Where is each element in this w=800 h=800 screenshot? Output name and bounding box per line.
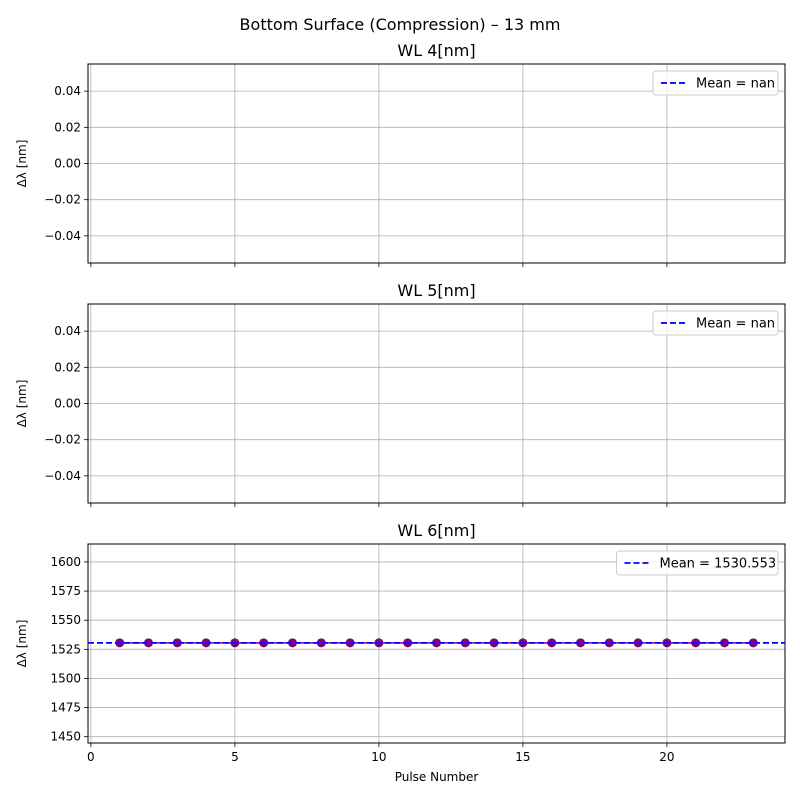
x-tick-label: 5: [231, 750, 239, 764]
subplot-title: WL 4[nm]: [397, 41, 475, 60]
y-tick-label: −0.02: [44, 193, 81, 207]
legend: Mean = nan: [652, 310, 779, 336]
legend-label: Mean = 1530.553: [660, 557, 777, 572]
x-tick-label: 10: [371, 750, 386, 764]
y-tick-label: 1525: [50, 642, 81, 656]
x-tick-label: 15: [515, 750, 530, 764]
subplot-3: WL 6[nm] 0 5 10 15 20 1600 1575 1550 1525 1500 1475…: [15, 521, 786, 784]
y-tick-label: 1500: [50, 671, 81, 685]
data-point: [576, 638, 586, 648]
data-point: [604, 638, 614, 648]
y-tick-label: 0.02: [54, 120, 81, 134]
y-tick-label: 0.00: [54, 397, 81, 411]
grid: [88, 64, 785, 263]
data-point: [720, 638, 730, 648]
y-tick-label: −0.04: [44, 469, 81, 483]
x-tick-label: 20: [659, 750, 674, 764]
y-tick-label: 1600: [50, 555, 81, 569]
y-tick-label: 0.00: [54, 157, 81, 171]
grid: [88, 304, 785, 503]
legend-box: [652, 310, 779, 336]
y-tick-label: 1475: [50, 701, 81, 715]
subplot-1: WL 4[nm] 0.04 0.02 0.00 −0.02 −0.04 Δλ [nm] Mea…: [15, 41, 786, 267]
plot-area: [88, 638, 785, 648]
legend-box: [616, 550, 779, 576]
y-tick-label: −0.04: [44, 229, 81, 243]
y-axis-label: Δλ [nm]: [15, 620, 29, 668]
subplot-2: WL 5[nm] 0.04 0.02 0.00 −0.02 −0.04 Δλ [nm] Mea…: [15, 281, 786, 507]
x-axis-label: Pulse Number: [395, 770, 479, 784]
y-axis-label: Δλ [nm]: [15, 380, 29, 428]
y-tick-label: 0.04: [54, 84, 81, 98]
data-point: [143, 638, 153, 648]
y-axis-label: Δλ [nm]: [15, 140, 29, 188]
legend-label: Mean = nan: [696, 77, 775, 92]
y-tick-label: 1550: [50, 613, 81, 627]
x-tick-label: 0: [87, 750, 95, 764]
figure-suptitle: Bottom Surface (Compression) – 13 mm: [240, 15, 561, 34]
data-point: [316, 638, 326, 648]
y-tick-label: 1575: [50, 584, 81, 598]
data-point: [172, 638, 182, 648]
data-point: [748, 638, 758, 648]
data-point: [287, 638, 297, 648]
y-tick-label: −0.02: [44, 433, 81, 447]
y-tick-label: 1450: [50, 730, 81, 744]
legend: Mean = nan: [652, 70, 779, 96]
data-point: [460, 638, 470, 648]
data-point: [432, 638, 441, 648]
y-tick-label: 0.04: [54, 324, 81, 338]
legend-box: [652, 70, 779, 96]
legend-label: Mean = nan: [696, 317, 775, 332]
y-tick-label: 0.02: [54, 360, 81, 374]
subplot-title: WL 6[nm]: [397, 521, 475, 540]
subplot-title: WL 5[nm]: [397, 281, 475, 300]
legend: Mean = 1530.553: [616, 550, 779, 576]
